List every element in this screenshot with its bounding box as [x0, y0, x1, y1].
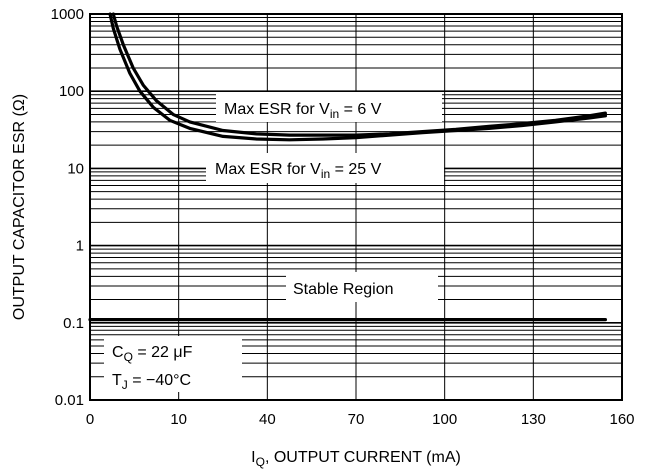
x-tick-label: 40 [259, 411, 276, 428]
y-tick-label: 1 [76, 238, 84, 255]
x-tick-label: 130 [521, 411, 546, 428]
y-axis-title: OUTPUT CAPACITOR ESR (Ω) [11, 94, 28, 320]
series-line-2 [108, 12, 607, 142]
tick-labels: 0 10 40 70 100 130 160 0.01 0.1 1 10 100 1000 [51, 6, 635, 428]
vin6-label: Max ESR for Vin = 6 V [224, 101, 382, 121]
vin25-label: Max ESR for Vin = 25 V [215, 161, 382, 181]
stable-label-bg [286, 272, 438, 302]
y-tick-label: 1000 [51, 6, 84, 23]
cq-label-bg [104, 336, 242, 366]
y-tick-label: 0.01 [55, 392, 84, 409]
stable-region-label: Stable Region [293, 281, 394, 298]
tj-label: TJ = −40°C [112, 372, 191, 392]
x-tick-label: 70 [348, 411, 365, 428]
cq-label: CQ = 22 μF [112, 344, 193, 364]
y-tick-label: 100 [59, 83, 84, 100]
vin25-label-bg [206, 153, 444, 183]
x-tick-label: 0 [86, 411, 94, 428]
series-lines [88, 12, 607, 322]
x-axis-title: IQ, OUTPUT CURRENT (mA) [251, 449, 461, 469]
plot-frame [89, 13, 623, 401]
x-tick-label: 10 [170, 411, 187, 428]
x-tick-label: 160 [609, 411, 634, 428]
vin6-label-bg [216, 92, 442, 122]
tj-label-bg [104, 366, 242, 392]
y-tick-label: 0.1 [63, 315, 84, 332]
series-line-1 [111, 12, 607, 137]
x-tick-label: 100 [432, 411, 457, 428]
y-tick-label: 10 [67, 160, 84, 177]
